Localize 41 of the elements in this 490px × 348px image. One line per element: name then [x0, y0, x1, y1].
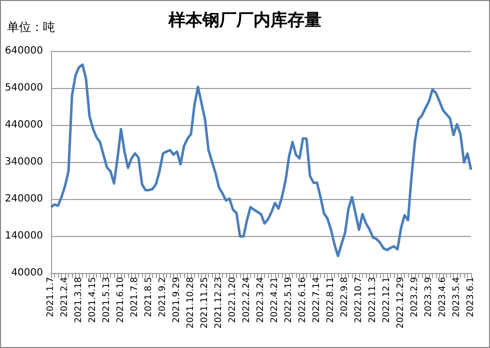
x-tick-label: 2022.12.29 — [396, 276, 406, 329]
y-tick-label: 340000 — [4, 156, 43, 168]
x-tick-label: 2022.10.7 — [354, 277, 364, 323]
x-tick-label: 2023.4.6 — [438, 276, 448, 318]
x-tick-label: 2023.6.1 — [466, 277, 476, 318]
x-tick-label: 2022.7.14 — [312, 276, 322, 323]
x-tick-label: 2022.6.16 — [298, 276, 308, 323]
x-tick-label: 2022.12.1 — [382, 277, 392, 323]
x-tick-label: 2021.9.2 — [158, 277, 168, 318]
chart-title: 样本钢厂厂内库存量 — [168, 10, 322, 30]
x-tick-label: 2021.3.18 — [74, 276, 84, 323]
y-tick-label: 140000 — [4, 230, 43, 242]
x-tick-label: 2023.5.4 — [452, 276, 462, 318]
x-tick-label: 2022.4.21 — [270, 277, 280, 323]
x-tick-label: 2021.2.4 — [60, 276, 70, 318]
x-tick-label: 2021.11.25 — [200, 277, 210, 329]
x-tick-label: 2022.2.24 — [242, 276, 252, 323]
x-tick-label: 2021.9.29 — [172, 276, 182, 323]
line-series — [50, 63, 472, 258]
x-tick-label: 2022.11.3 — [368, 277, 378, 323]
x-tick-label: 2022.8.11 — [326, 277, 336, 323]
x-tick-label: 2022.5.19 — [284, 276, 294, 323]
y-tick-label: 40000 — [11, 268, 43, 278]
y-tick-label: 640000 — [4, 46, 43, 56]
x-tick-label: 2022.1.20 — [228, 276, 238, 323]
x-tick-label: 2021.5.13 — [102, 277, 112, 323]
x-tick-label: 2021.8.5 — [144, 277, 154, 318]
x-tick-label: 2023.2.9 — [410, 276, 420, 318]
y-tick-label: 440000 — [4, 120, 43, 130]
y-tick-label: 240000 — [4, 194, 43, 204]
x-tick-label: 2021.7.8 — [130, 276, 140, 318]
x-tick-label: 2022.3.24 — [256, 276, 266, 323]
x-tick-label: 2023.3.9 — [424, 276, 434, 318]
x-tick-label: 2021.4.15 — [88, 277, 98, 323]
x-tick-label: 2021.1.7 — [46, 277, 56, 318]
x-tick-label: 2022.9.8 — [340, 276, 350, 318]
y-axis-title: 单位：吨 — [7, 20, 55, 34]
x-tick-label: 2021.6.10 — [116, 276, 126, 323]
y-tick-label: 540000 — [4, 82, 43, 94]
x-tick-label: 2021.10.28 — [186, 276, 196, 329]
x-tick-label: 2021.12.23 — [214, 277, 224, 329]
